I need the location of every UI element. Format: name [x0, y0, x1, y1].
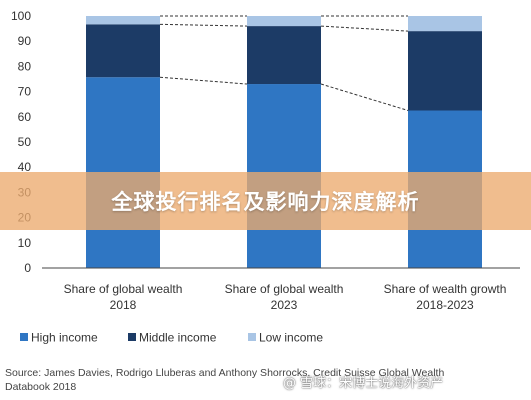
bars: [86, 16, 482, 269]
x-axis-labels: Share of global wealth 2018 Share of globa…: [64, 282, 507, 312]
legend-label: High income: [31, 331, 98, 345]
legend: High income Middle income Low income: [20, 331, 323, 345]
y-tick-label: 50: [18, 135, 32, 149]
y-tick-label: 90: [18, 34, 32, 48]
y-tick-label: 100: [11, 9, 31, 23]
y-tick-label: 70: [18, 85, 32, 99]
legend-swatch: [20, 333, 28, 341]
legend-swatch: [128, 333, 136, 341]
bar-segment-middle-income: [408, 31, 482, 111]
y-tick-label: 80: [18, 59, 32, 73]
connector-line: [159, 23, 248, 27]
y-tick-label: 60: [18, 110, 32, 124]
category-label: 2018-2023: [416, 298, 474, 312]
legend-item: High income: [20, 331, 98, 345]
legend-item: Middle income: [128, 331, 217, 345]
y-axis: 0102030405060708090100: [11, 9, 31, 275]
legend-item: Low income: [248, 331, 323, 345]
bar-segment-low-income: [86, 16, 160, 25]
source-line: Source: James Davies, Rodrigo Lluberas a…: [5, 367, 444, 379]
connector-line: [159, 76, 248, 85]
source-note: Source: James Davies, Rodrigo Lluberas a…: [5, 367, 444, 393]
category-label: Share of wealth growth: [384, 282, 507, 296]
category-label: 2023: [271, 298, 298, 312]
y-tick-label: 0: [24, 261, 31, 275]
bar-segment-low-income: [408, 16, 482, 32]
banner-text: 全球投行排名及影响力深度解析: [111, 190, 420, 214]
bar-segment-middle-income: [247, 26, 321, 85]
legend-label: Low income: [259, 331, 323, 345]
category-label: Share of global wealth: [225, 282, 344, 296]
y-tick-label: 10: [18, 236, 32, 250]
connector-line: [320, 83, 409, 111]
title-banner: 全球投行排名及影响力深度解析: [0, 172, 531, 230]
watermark: @ 雪球：宋博士说海外资产: [283, 376, 444, 391]
source-line: Databook 2018: [5, 381, 76, 393]
legend-swatch: [248, 333, 256, 341]
connector-line: [320, 25, 409, 32]
connector-lines: [159, 15, 409, 111]
y-tick-label: 40: [18, 160, 32, 174]
legend-label: Middle income: [139, 331, 217, 345]
bar-segment-middle-income: [86, 24, 160, 78]
category-label: Share of global wealth: [64, 282, 183, 296]
bar-segment-low-income: [247, 16, 321, 27]
category-label: 2018: [110, 298, 137, 312]
